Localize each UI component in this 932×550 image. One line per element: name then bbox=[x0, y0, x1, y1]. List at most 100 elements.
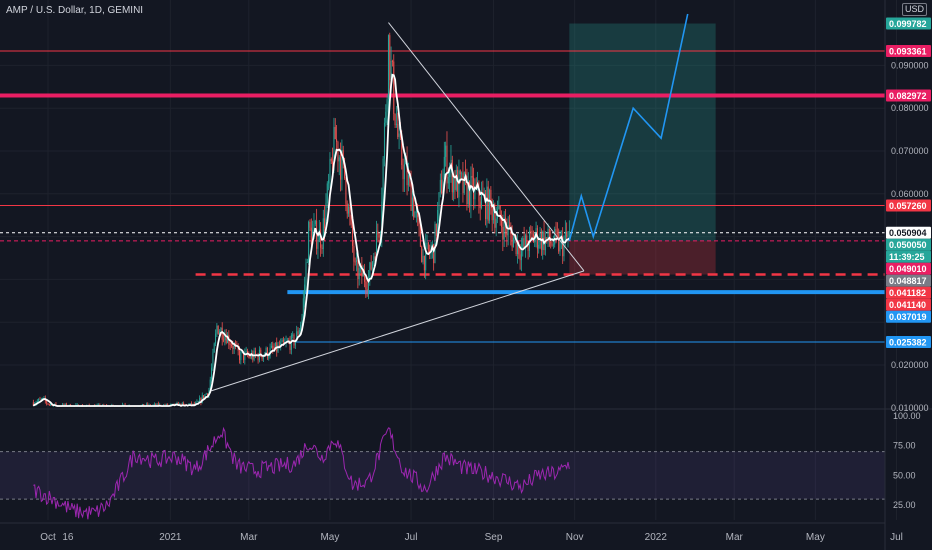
candle-body bbox=[42, 397, 44, 400]
candle-body bbox=[567, 235, 569, 237]
candle-body bbox=[461, 173, 463, 175]
price-tag-label: 0.041140 bbox=[889, 300, 926, 310]
candle-body bbox=[157, 403, 159, 406]
candle-body bbox=[562, 236, 564, 257]
candle-body bbox=[486, 186, 488, 220]
candle-body bbox=[479, 201, 481, 209]
candle-body bbox=[386, 99, 388, 112]
candle-body bbox=[277, 345, 279, 352]
ma-line bbox=[32, 73, 570, 407]
candle-body bbox=[368, 278, 369, 291]
candle-body bbox=[200, 397, 202, 403]
candle-body bbox=[281, 339, 283, 343]
candle-body bbox=[260, 349, 262, 357]
candle-body bbox=[403, 164, 405, 180]
trendlines bbox=[211, 22, 585, 392]
candle-body bbox=[167, 404, 169, 406]
candle-body bbox=[216, 325, 218, 334]
candle-body bbox=[425, 243, 427, 271]
candle-body bbox=[485, 193, 487, 220]
trendline bbox=[388, 22, 585, 272]
candle-body bbox=[36, 401, 38, 403]
candle-body bbox=[507, 225, 509, 236]
price-tag-label: 0.093361 bbox=[889, 47, 927, 57]
candle-body bbox=[361, 264, 363, 277]
projection-path bbox=[568, 13, 689, 242]
candle-body bbox=[336, 139, 338, 142]
candle-body bbox=[418, 216, 420, 226]
price-tag bbox=[886, 45, 931, 57]
candle-body bbox=[326, 183, 328, 204]
candle-body bbox=[411, 197, 413, 211]
candle-body bbox=[381, 201, 383, 235]
candle-body bbox=[455, 169, 457, 190]
candle-body bbox=[308, 221, 310, 263]
candle-body bbox=[345, 177, 347, 204]
candle-body bbox=[212, 352, 214, 368]
candle-body bbox=[252, 353, 254, 360]
candle-body bbox=[156, 403, 158, 406]
candle-body bbox=[341, 150, 343, 180]
candle-body bbox=[233, 344, 235, 349]
candle-body bbox=[349, 206, 351, 217]
candle-body bbox=[427, 242, 429, 251]
candle-body bbox=[463, 171, 465, 193]
time-axis[interactable]: Oct 16 2021 Mar May Jul Sep Nov 2022 Mar May Jul bbox=[0, 522, 903, 543]
time-tick-label: Jul bbox=[890, 532, 903, 543]
candle-body bbox=[422, 255, 424, 263]
candle-body bbox=[209, 379, 211, 391]
candle-body bbox=[397, 123, 399, 137]
candle-body bbox=[52, 406, 54, 407]
candle-body bbox=[459, 170, 461, 175]
symbol-title[interactable]: AMP / U.S. Dollar, 1D, GEMINI bbox=[6, 5, 144, 16]
candle-body bbox=[48, 404, 50, 406]
position-zone bbox=[569, 23, 716, 275]
candle-body bbox=[483, 193, 485, 195]
trendline bbox=[211, 270, 585, 392]
candle-body bbox=[447, 176, 449, 184]
candle-body bbox=[322, 218, 324, 249]
candle-body bbox=[232, 346, 234, 349]
candle-body bbox=[328, 180, 330, 184]
price-tag bbox=[886, 250, 931, 263]
candle-body bbox=[407, 175, 409, 186]
rsi-axis: 100.00 75.00 50.00 25.00 bbox=[893, 411, 921, 510]
candle-body bbox=[439, 179, 441, 193]
candle-body bbox=[224, 335, 226, 341]
candle-body bbox=[262, 355, 264, 359]
candle-body bbox=[240, 351, 242, 361]
time-tick-label: Mar bbox=[726, 532, 744, 543]
time-tick-label: Jul bbox=[405, 532, 418, 543]
candle-body bbox=[434, 223, 436, 264]
candle-body bbox=[518, 242, 520, 255]
price-tag bbox=[886, 226, 931, 239]
candle-body bbox=[489, 189, 491, 221]
candle-body bbox=[519, 254, 521, 261]
candle-body bbox=[471, 176, 473, 178]
candle-body bbox=[516, 242, 518, 254]
candle-body bbox=[265, 347, 267, 355]
candle-body bbox=[332, 161, 334, 171]
currency-badge[interactable]: USD bbox=[902, 3, 928, 16]
price-tag bbox=[886, 310, 931, 323]
candle-body bbox=[266, 347, 268, 358]
price-axis[interactable]: 0.090000 0.080000 0.070000 0.060000 0.020000… bbox=[886, 17, 931, 413]
candle-body bbox=[325, 203, 327, 229]
price-tag-label: 0.048817 bbox=[889, 276, 927, 286]
candle-body bbox=[414, 212, 416, 218]
candle-body bbox=[270, 345, 272, 348]
price-tag-label: 0.037019 bbox=[889, 312, 927, 322]
candle-body bbox=[508, 225, 510, 228]
candle-body bbox=[350, 216, 352, 225]
candle-body bbox=[546, 237, 548, 239]
price-tag-label: 0.057260 bbox=[889, 201, 927, 211]
candle-body bbox=[205, 393, 207, 395]
price-tag-label: 0.050904 bbox=[889, 228, 927, 238]
candle-body bbox=[320, 229, 322, 248]
candle-body bbox=[278, 345, 280, 348]
candle-body bbox=[527, 246, 529, 251]
candle-body bbox=[268, 355, 270, 358]
candle-body bbox=[366, 289, 368, 291]
candle-body bbox=[423, 255, 425, 271]
